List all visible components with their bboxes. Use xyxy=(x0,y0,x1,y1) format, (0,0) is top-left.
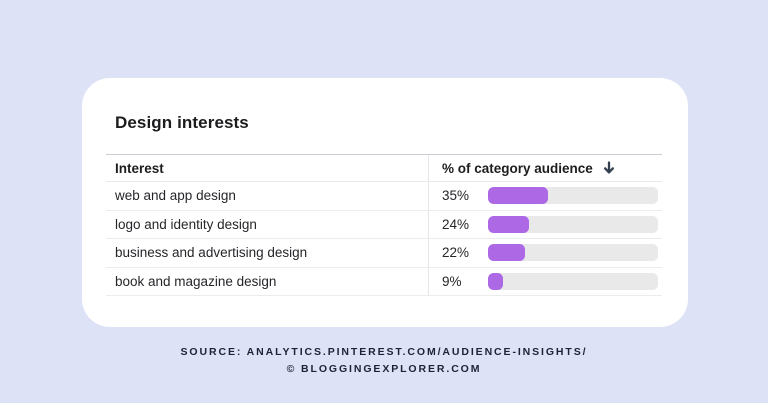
bar-fill xyxy=(488,244,526,262)
bar-fill xyxy=(488,215,529,233)
interest-label: book and magazine design xyxy=(115,273,277,289)
source-line-2: © BLOGGINGEXPLORER.COM xyxy=(286,362,482,375)
column-header-audience[interactable]: % of category audience xyxy=(428,155,662,181)
percent-value: 24% xyxy=(442,216,470,232)
column-header-audience-label: % of category audience xyxy=(442,160,593,176)
table-row: business and advertising design 22% xyxy=(106,239,662,268)
design-interests-card: Design interests Interest % of category … xyxy=(82,78,688,327)
percent-cell: 9% xyxy=(428,267,662,295)
percent-value: 35% xyxy=(442,188,470,204)
table-body: web and app design 35% logo and identity… xyxy=(106,182,662,296)
table-row: logo and identity design 24% xyxy=(106,210,662,239)
percent-cell: 35% xyxy=(428,182,662,210)
bar-fill xyxy=(488,272,504,290)
table-header-row: Interest % of category audience xyxy=(106,154,662,182)
interest-label: web and app design xyxy=(115,188,236,204)
source-caption: SOURCE: ANALYTICS.PINTEREST.COM/AUDIENCE… xyxy=(0,344,768,377)
arrow-down-icon[interactable] xyxy=(603,161,615,175)
percent-cell: 24% xyxy=(428,210,662,238)
interests-table: Interest % of category audience web and … xyxy=(106,154,662,296)
percent-value: 22% xyxy=(442,245,470,261)
bar-track xyxy=(488,187,658,205)
source-line-1: SOURCE: ANALYTICS.PINTEREST.COM/AUDIENCE… xyxy=(180,346,588,358)
card-title: Design interests xyxy=(115,113,249,132)
interest-label: logo and identity design xyxy=(115,216,257,232)
table-row: book and magazine design 9% xyxy=(106,267,662,296)
bar-track xyxy=(488,272,658,290)
bar-track xyxy=(488,215,658,233)
bar-fill xyxy=(488,187,548,205)
bar-track xyxy=(488,244,658,262)
percent-value: 9% xyxy=(442,273,462,289)
table-row: web and app design 35% xyxy=(106,182,662,211)
interest-label: business and advertising design xyxy=(115,245,308,261)
percent-cell: 22% xyxy=(428,239,662,267)
column-header-interest: Interest xyxy=(115,160,164,176)
